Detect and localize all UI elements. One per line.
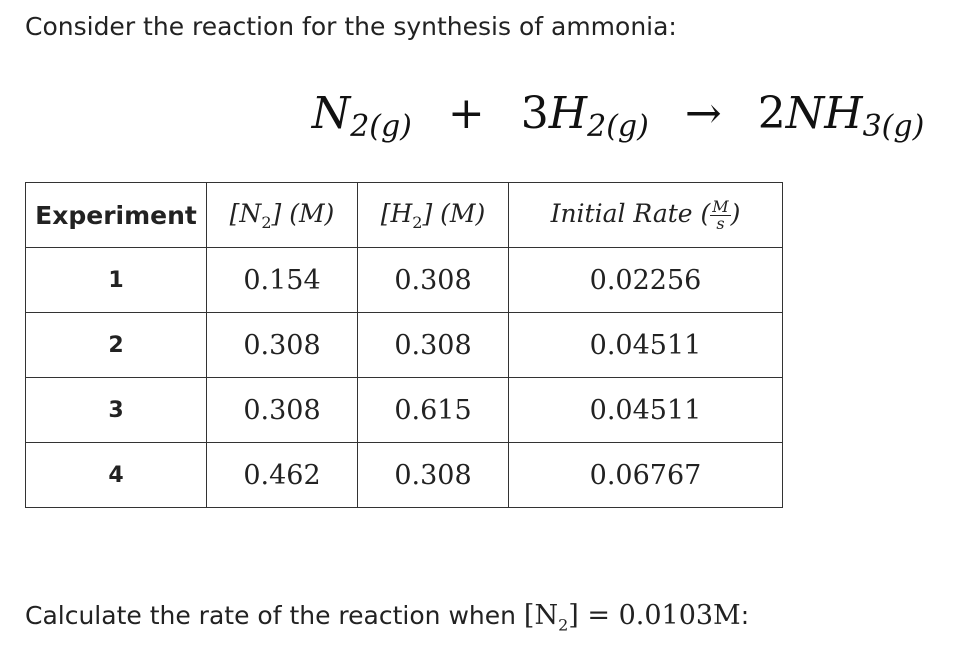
table-cell: 0.308 (206, 377, 358, 443)
species: H (548, 88, 588, 139)
subscript: 3(g) (862, 109, 925, 144)
table-cell: 0.462 (206, 442, 358, 508)
table-cell: 0.308 (357, 247, 509, 313)
table-row: 4 0.462 0.308 0.06767 (25, 442, 783, 508)
table-cell: 4 (25, 442, 207, 508)
plus: + (447, 88, 485, 139)
table-cell: 0.02256 (508, 247, 783, 313)
subscript: 2(g) (587, 109, 649, 144)
subscript: 2 (412, 212, 423, 232)
table-cell: 0.615 (357, 377, 509, 443)
header-cell: Experiment (25, 182, 207, 248)
numerator: M (710, 196, 731, 216)
header-part: [H (380, 198, 413, 228)
header-cell: [H2] (M) (357, 182, 509, 248)
table-cell: 0.154 (206, 247, 358, 313)
header-part: ) (730, 198, 741, 228)
table-cell: 1 (25, 247, 207, 313)
denominator: s (716, 213, 725, 233)
table-cell: 0.308 (206, 312, 358, 378)
math-part: [N (523, 600, 559, 631)
table-cell: 0.06767 (508, 442, 783, 508)
table-cell: 2 (25, 312, 207, 378)
equation: N2(g) + 3H2(g) → 2NH3(g) (0, 88, 966, 144)
header-row: Experiment [N2] (M) [H2] (M) Initial Rat… (25, 182, 783, 248)
subscript: 2(g) (350, 109, 412, 144)
header-part: Initial Rate ( (550, 198, 711, 228)
header-part: [N (229, 198, 262, 228)
subscript: 2 (558, 615, 569, 635)
header-part: ] (M) (271, 198, 335, 228)
intro-text: Consider the reaction for the synthesis … (25, 12, 677, 41)
table-cell: 0.308 (357, 312, 509, 378)
table-cell: 0.308 (357, 442, 509, 508)
table-row: 3 0.308 0.615 0.04511 (25, 377, 783, 443)
header-part: ] (M) (422, 198, 486, 228)
header-cell: [N2] (M) (206, 182, 358, 248)
question-text: Calculate the rate of the reaction when (25, 601, 524, 630)
subscript: 2 (261, 212, 272, 232)
question-math: [N2] = 0.0103M (523, 600, 741, 635)
species: NH (785, 88, 863, 139)
species: N (311, 88, 351, 139)
table-cell: 0.04511 (508, 377, 783, 443)
coefficient: 3 (520, 88, 549, 139)
question: Calculate the rate of the reaction when … (25, 600, 749, 634)
data-table: Experiment [N2] (M) [H2] (M) Initial Rat… (25, 182, 783, 508)
table-cell: 0.04511 (508, 312, 783, 378)
math-part: ] = 0.0103M (568, 600, 741, 631)
table-cell: 3 (25, 377, 207, 443)
question-end: : (740, 601, 750, 630)
coefficient: 2 (757, 88, 786, 139)
arrow: → (684, 88, 722, 139)
table-row: 1 0.154 0.308 0.02256 (25, 247, 783, 313)
table-body: 1 0.154 0.308 0.02256 2 0.308 0.308 0.04511 3 0.3… (25, 247, 783, 508)
table-row: 2 0.308 0.308 0.04511 (25, 312, 783, 378)
